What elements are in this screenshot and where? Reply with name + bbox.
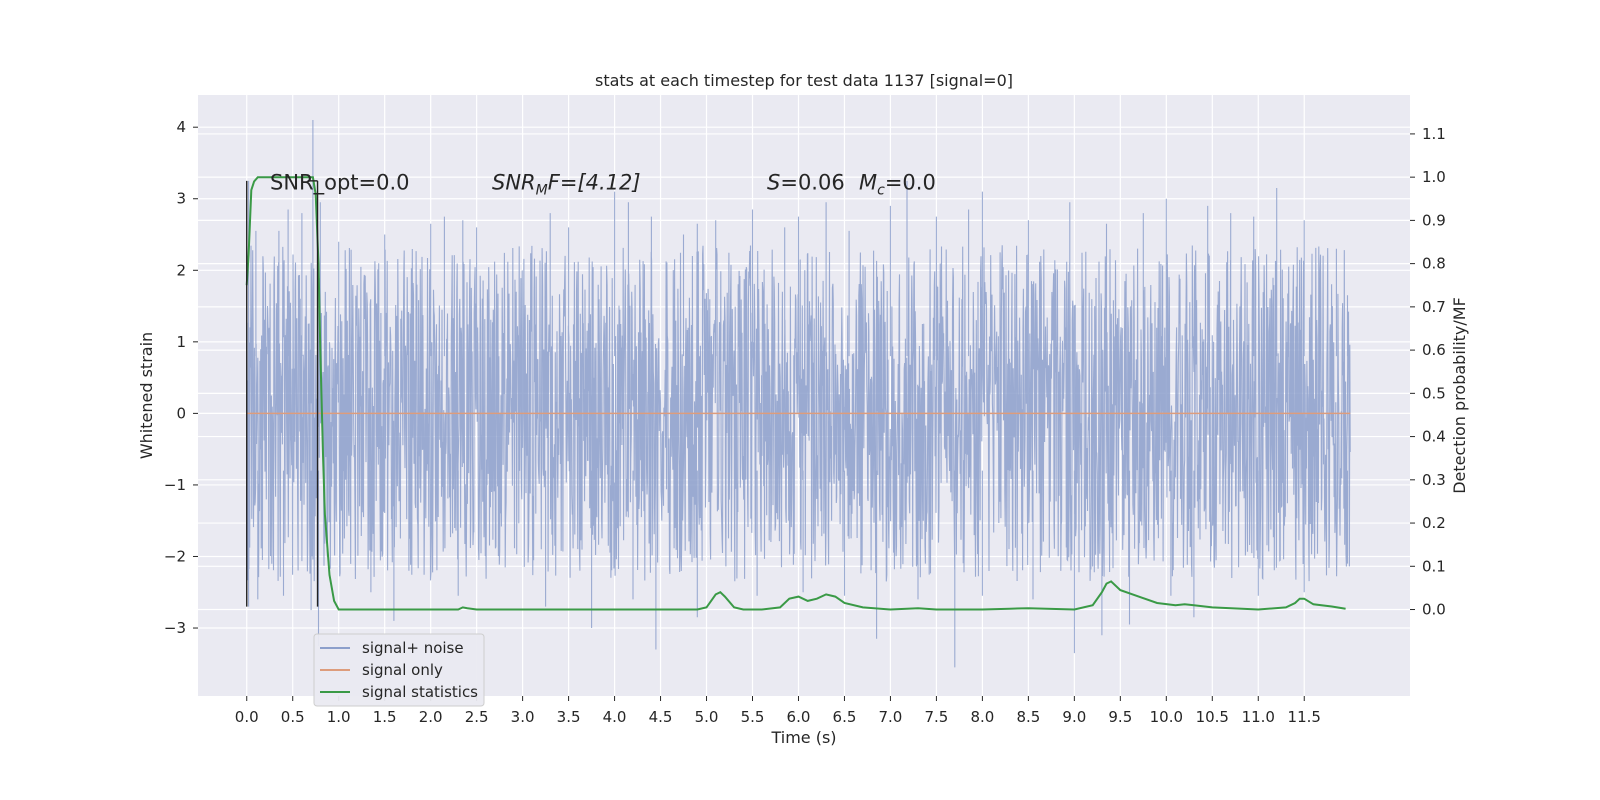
- x-tick-label: 5.5: [741, 708, 765, 726]
- y-right-tick-label: 0.9: [1422, 211, 1446, 229]
- x-axis-label: Time (s): [770, 728, 836, 747]
- x-tick-label: 10.5: [1196, 708, 1229, 726]
- x-tick-label: 11.0: [1242, 708, 1275, 726]
- x-tick-label: 0.5: [281, 708, 305, 726]
- series-signal-statistics: [245, 176, 1346, 611]
- y-tick-label: 3: [176, 190, 186, 208]
- y-tick-label: −2: [164, 547, 186, 565]
- x-tick-label: 5.0: [695, 708, 719, 726]
- series-signal-noise: [246, 120, 1351, 668]
- y-tick-label: 1: [176, 333, 186, 351]
- x-tick-label: 4.0: [603, 708, 627, 726]
- x-tick-label: 11.5: [1288, 708, 1321, 726]
- x-tick-label: 3.0: [511, 708, 535, 726]
- y-right-tick-label: 1.0: [1422, 168, 1446, 186]
- y-right-tick-label: 0.2: [1422, 514, 1446, 532]
- x-tick-label: 2.0: [419, 708, 443, 726]
- y-tick-label: −1: [164, 476, 186, 494]
- x-tick-label: 7.5: [924, 708, 948, 726]
- x-tick-label: 6.5: [833, 708, 857, 726]
- x-tick-label: 3.5: [557, 708, 581, 726]
- x-tick-label: 9.0: [1062, 708, 1086, 726]
- y-axis-right-label: Detection probability/MF: [1450, 297, 1469, 494]
- x-tick-label: 10.0: [1150, 708, 1183, 726]
- y-right-tick-label: 0.7: [1422, 298, 1446, 316]
- x-tick-label: 4.5: [649, 708, 673, 726]
- legend-label: signal+ noise: [362, 639, 464, 657]
- annotation-snr-mf: SNRMF=[4.12]: [492, 170, 641, 198]
- x-tick-label: 1.5: [373, 708, 397, 726]
- x-tick-label: 2.5: [465, 708, 489, 726]
- annotation-s: S=0.06: [767, 170, 845, 194]
- legend-label: signal only: [362, 661, 443, 679]
- legend-box: [313, 633, 485, 707]
- x-tick-label: 9.5: [1108, 708, 1132, 726]
- y-right-tick-label: 0.3: [1422, 471, 1446, 489]
- legend-label: signal statistics: [362, 683, 478, 701]
- y-right-tick-label: 0.4: [1422, 428, 1446, 446]
- y-tick-label: 4: [176, 118, 186, 136]
- y-tick-label: 2: [176, 261, 186, 279]
- x-tick-label: 8.0: [970, 708, 994, 726]
- x-tick-label: 7.0: [879, 708, 903, 726]
- y-tick-label: −3: [164, 619, 186, 637]
- y-right-tick-label: 0.5: [1422, 384, 1446, 402]
- annotation-mc: Mc=0.0: [859, 170, 936, 198]
- y-right-tick-label: 1.1: [1422, 125, 1446, 143]
- chart-title: stats at each timestep for test data 113…: [595, 71, 1013, 90]
- y-right-tick-label: 0.1: [1422, 557, 1446, 575]
- x-tick-label: 6.0: [787, 708, 811, 726]
- y-axis-label: Whitened strain: [137, 332, 156, 459]
- legend: signal+ noise signal only signal statistic…: [313, 633, 485, 707]
- y-tick-label: 0: [176, 404, 186, 422]
- y-right-tick-label: 0.0: [1422, 601, 1446, 619]
- y-right-tick-label: 0.6: [1422, 341, 1446, 359]
- annotation-snr-opt: SNR_opt=0.0: [270, 170, 410, 195]
- x-tick-label: 8.5: [1016, 708, 1040, 726]
- y-right-tick-label: 0.8: [1422, 255, 1446, 273]
- x-tick-label: 0.0: [235, 708, 259, 726]
- x-tick-label: 1.0: [327, 708, 351, 726]
